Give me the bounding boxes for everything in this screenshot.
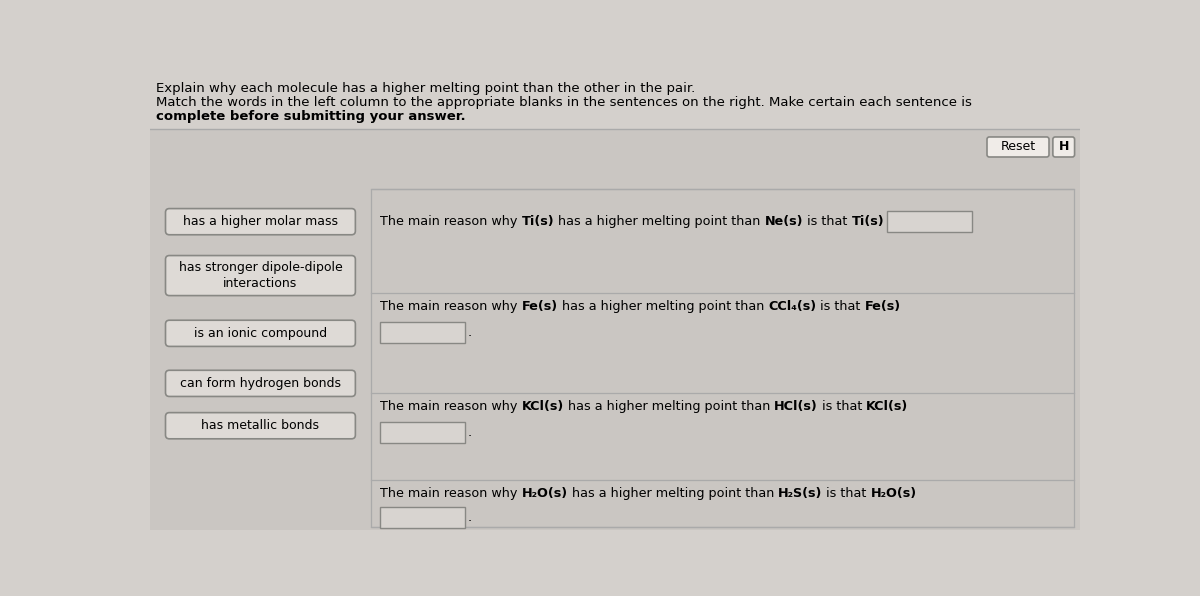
FancyBboxPatch shape bbox=[986, 137, 1049, 157]
Text: Match the words in the left column to the appropriate blanks in the sentences on: Match the words in the left column to th… bbox=[156, 96, 972, 109]
Text: has stronger dipole-dipole
interactions: has stronger dipole-dipole interactions bbox=[179, 261, 342, 290]
Text: Ti(s): Ti(s) bbox=[522, 215, 554, 228]
Text: .: . bbox=[468, 426, 472, 439]
Text: has a higher melting point than: has a higher melting point than bbox=[564, 400, 774, 413]
Text: Ne(s): Ne(s) bbox=[764, 215, 803, 228]
Text: is that: is that bbox=[803, 215, 852, 228]
Text: has a higher melting point than: has a higher melting point than bbox=[558, 300, 768, 313]
FancyBboxPatch shape bbox=[166, 256, 355, 296]
Text: The main reason why: The main reason why bbox=[380, 300, 522, 313]
Bar bbox=[380, 422, 466, 443]
Text: KCl(s): KCl(s) bbox=[522, 400, 564, 413]
FancyBboxPatch shape bbox=[166, 209, 355, 235]
Bar bbox=[150, 129, 1080, 530]
Text: Fe(s): Fe(s) bbox=[864, 300, 901, 313]
Text: KCl(s): KCl(s) bbox=[866, 400, 908, 413]
Text: Ti(s): Ti(s) bbox=[852, 215, 884, 228]
Text: can form hydrogen bonds: can form hydrogen bonds bbox=[180, 377, 341, 390]
Text: is that: is that bbox=[818, 400, 866, 413]
Text: is that: is that bbox=[816, 300, 864, 313]
Text: .: . bbox=[468, 511, 472, 524]
Text: is that: is that bbox=[822, 487, 871, 500]
Bar bbox=[371, 188, 1074, 527]
FancyBboxPatch shape bbox=[166, 370, 355, 396]
Text: The main reason why: The main reason why bbox=[380, 215, 522, 228]
Text: .: . bbox=[468, 326, 472, 339]
Text: is an ionic compound: is an ionic compound bbox=[194, 327, 326, 340]
Bar bbox=[887, 211, 972, 232]
Bar bbox=[380, 322, 466, 343]
Text: Reset: Reset bbox=[1001, 141, 1036, 154]
Text: The main reason why: The main reason why bbox=[380, 400, 522, 413]
Text: H₂O(s): H₂O(s) bbox=[871, 487, 917, 500]
Text: has metallic bonds: has metallic bonds bbox=[202, 419, 319, 432]
Text: has a higher melting point than: has a higher melting point than bbox=[554, 215, 764, 228]
Text: CCl₄(s): CCl₄(s) bbox=[768, 300, 816, 313]
Text: The main reason why: The main reason why bbox=[380, 487, 522, 500]
Text: has a higher melting point than: has a higher melting point than bbox=[568, 487, 778, 500]
FancyBboxPatch shape bbox=[166, 412, 355, 439]
Text: has a higher molar mass: has a higher molar mass bbox=[182, 215, 338, 228]
Text: HCl(s): HCl(s) bbox=[774, 400, 818, 413]
Text: complete before submitting your answer.: complete before submitting your answer. bbox=[156, 110, 466, 123]
Bar bbox=[380, 507, 466, 528]
Text: H₂S(s): H₂S(s) bbox=[778, 487, 822, 500]
Text: H: H bbox=[1058, 141, 1069, 154]
Text: Fe(s): Fe(s) bbox=[522, 300, 558, 313]
FancyBboxPatch shape bbox=[1052, 137, 1074, 157]
Text: Explain why each molecule has a higher melting point than the other in the pair.: Explain why each molecule has a higher m… bbox=[156, 82, 696, 95]
FancyBboxPatch shape bbox=[166, 320, 355, 346]
Text: H₂O(s): H₂O(s) bbox=[522, 487, 568, 500]
